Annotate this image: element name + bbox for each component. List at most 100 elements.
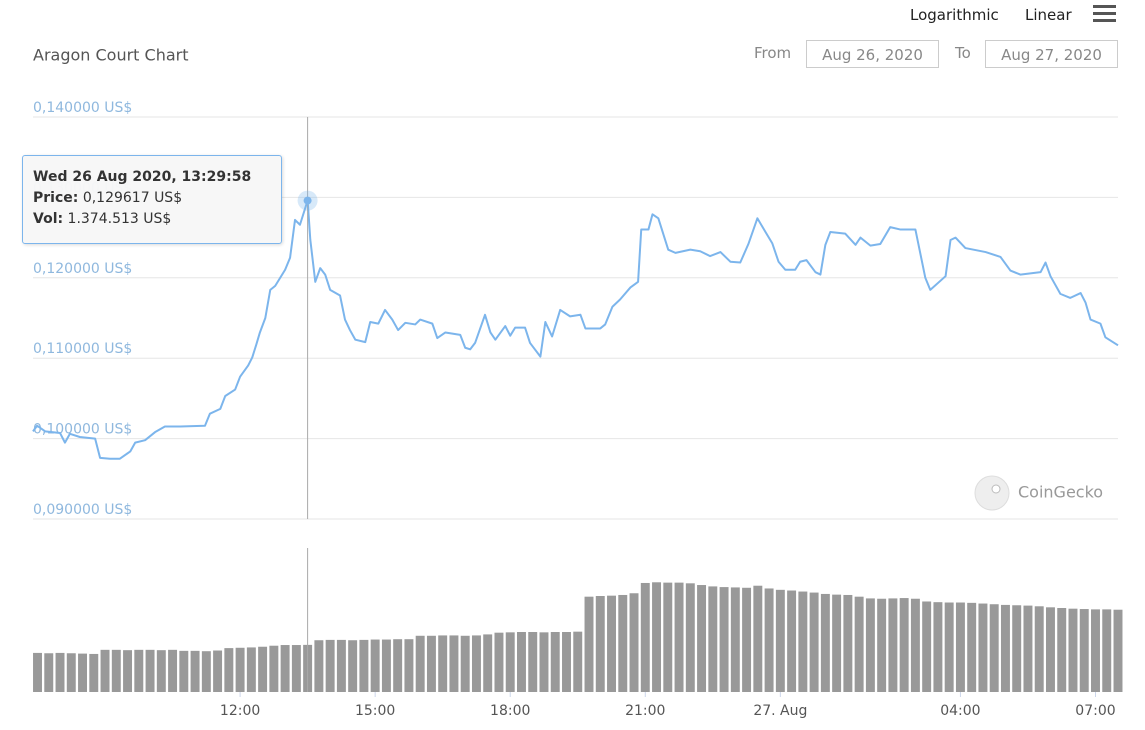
volume-bar	[370, 639, 380, 692]
y-tick-label: 0,120000 US$	[33, 261, 132, 277]
volume-bar	[494, 632, 504, 692]
volume-bar	[820, 593, 830, 692]
volume-bar	[33, 652, 42, 692]
volume-bar	[179, 650, 189, 692]
volume-bar	[348, 640, 358, 692]
y-tick-label: 0,110000 US$	[33, 341, 132, 357]
y-tick-label: 0,090000 US$	[33, 502, 132, 518]
volume-bar	[944, 602, 954, 692]
volume-bar	[224, 648, 234, 692]
watermark-text: CoinGecko	[1018, 483, 1103, 502]
volume-bar	[888, 598, 898, 692]
volume-bar	[517, 632, 526, 692]
volume-bar	[652, 582, 662, 692]
volume-bar	[595, 596, 605, 692]
volume-bar	[404, 639, 414, 692]
volume-bar	[787, 590, 797, 692]
x-tick-label: 18:00	[490, 703, 530, 719]
menu-bar[interactable]	[1093, 12, 1116, 15]
volume-bar	[168, 649, 178, 692]
y-tick-label: 0,140000 US$	[33, 100, 132, 116]
volume-bar	[55, 652, 65, 692]
x-tick-label: 15:00	[355, 703, 395, 719]
volume-bar	[607, 595, 616, 692]
volume-bar	[1102, 609, 1112, 692]
log-button[interactable]: Logarithmic	[910, 6, 999, 24]
x-tick-label: 12:00	[220, 703, 260, 719]
volume-bar	[336, 639, 346, 692]
volume-bar	[66, 653, 76, 692]
chart-title: Aragon Court Chart	[33, 46, 189, 65]
tooltip-row: Price: 0,129617 US$	[33, 188, 271, 209]
volume-bar	[1023, 605, 1033, 692]
menu-bar[interactable]	[1093, 5, 1116, 8]
to-input[interactable]: Aug 27, 2020	[985, 40, 1118, 68]
volume-bar	[742, 587, 752, 692]
tooltip-value: 0,129617 US$	[82, 190, 183, 206]
volume-bar	[550, 632, 560, 692]
volume-bar	[426, 635, 436, 692]
volume-bar	[314, 640, 324, 692]
volume-bar	[764, 588, 774, 692]
volume-bar	[460, 635, 470, 692]
from-label: From	[754, 44, 792, 62]
watermark-logo	[974, 475, 1010, 511]
menu-bar[interactable]	[1093, 19, 1116, 22]
linear-button[interactable]: Linear	[1025, 6, 1072, 24]
volume-bar	[955, 602, 965, 692]
to-label: To	[955, 44, 971, 62]
from-input[interactable]: Aug 26, 2020	[806, 40, 939, 68]
volume-bar	[573, 631, 583, 692]
volume-bar	[213, 650, 223, 692]
volume-bar	[978, 603, 988, 692]
volume-bar	[753, 585, 763, 692]
volume-bar	[100, 649, 110, 692]
volume-bar	[44, 653, 54, 692]
x-tick-label: 21:00	[625, 703, 665, 719]
volume-bar	[1034, 606, 1044, 692]
volume-bar	[246, 647, 256, 692]
volume-bar	[325, 639, 335, 692]
volume-bar	[663, 582, 673, 692]
menu-button[interactable]	[1093, 5, 1116, 22]
volume-bar	[775, 589, 785, 692]
volume-bar	[562, 632, 571, 692]
volume-bar	[123, 650, 133, 692]
volume-bar	[730, 587, 740, 692]
tooltip-value: 1.374.513 US$	[67, 211, 172, 227]
volume-bar	[910, 598, 920, 692]
volume-bar	[393, 639, 403, 692]
y-tick-label: 0,100000 US$	[33, 422, 132, 438]
volume-bar	[449, 635, 459, 692]
volume-bar	[584, 596, 594, 692]
volume-bar	[291, 645, 301, 692]
volume-bar	[1045, 607, 1055, 692]
volume-bar	[832, 594, 842, 692]
x-tick-label: 27. Aug	[753, 703, 807, 719]
volume-bar	[922, 601, 932, 692]
volume-bar	[145, 649, 155, 692]
volume-bar	[719, 587, 729, 692]
volume-bar	[235, 647, 245, 692]
volume-bar	[78, 653, 87, 692]
volume-bar	[809, 592, 819, 692]
volume-bar	[1079, 609, 1089, 692]
volume-bar	[798, 591, 808, 692]
volume-bar	[674, 582, 684, 692]
tooltip: Wed 26 Aug 2020, 13:29:58 Price: 0,12961…	[22, 155, 282, 244]
volume-bar	[697, 585, 707, 692]
tooltip-label: Price:	[33, 190, 79, 206]
volume-bar	[269, 645, 279, 692]
volume-bar	[629, 593, 639, 692]
volume-bar	[877, 598, 887, 692]
volume-bar	[865, 598, 875, 692]
volume-bar	[528, 632, 538, 692]
volume-bar	[640, 582, 650, 692]
watermark-logo	[991, 484, 1001, 494]
volume-bar	[381, 639, 391, 692]
volume-bar	[899, 598, 909, 692]
volume-bar	[1068, 608, 1078, 692]
volume-bar	[111, 649, 121, 692]
